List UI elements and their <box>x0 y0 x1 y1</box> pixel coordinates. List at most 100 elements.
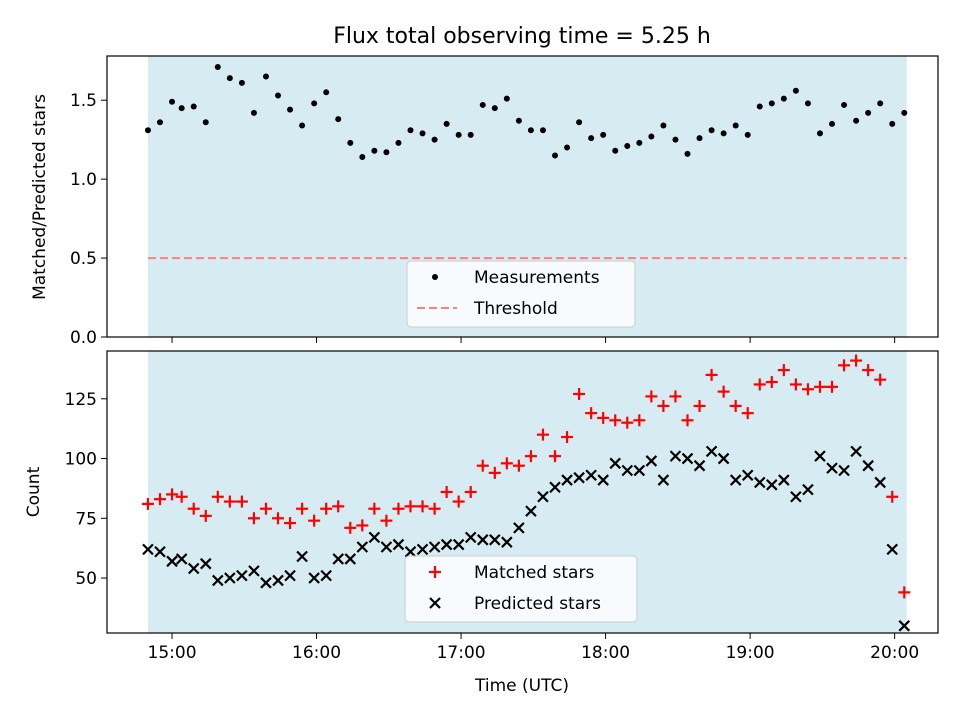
legend-predicted-marker <box>429 597 441 609</box>
matched-star-point <box>488 466 501 479</box>
x-tick-label: 15:00 <box>148 643 197 663</box>
matched-star-point <box>633 414 646 427</box>
matched-star-point <box>512 459 525 472</box>
x-tick-label: 20:00 <box>870 643 919 663</box>
matched-star-point <box>898 586 911 599</box>
matched-star-point <box>621 416 634 429</box>
matched-star-point <box>141 497 154 510</box>
matched-star-point <box>153 493 166 506</box>
measurement-point <box>588 135 595 142</box>
predicted-star-point <box>621 464 634 477</box>
matched-star-point <box>585 407 598 420</box>
matched-star-point <box>368 502 381 515</box>
matched-star-point <box>838 359 851 372</box>
matched-star-point <box>850 354 863 367</box>
matched-star-point <box>561 431 574 444</box>
ratio-y-axis-label: Matched/Predicted stars <box>30 94 50 300</box>
measurement-point <box>901 109 908 116</box>
measurement-point <box>624 142 631 149</box>
measurement-point <box>214 64 221 71</box>
x-tick-label: 18:00 <box>581 643 630 663</box>
predicted-star-point <box>416 543 429 556</box>
measurement-point <box>648 133 655 140</box>
predicted-star-point <box>886 543 899 556</box>
measurement-point <box>564 144 571 151</box>
measurement-point <box>744 131 751 138</box>
matched-star-point <box>452 495 465 508</box>
measurement-point <box>720 130 727 137</box>
matched-star-point <box>729 399 742 412</box>
measurement-point <box>347 139 354 146</box>
predicted-star-point <box>501 536 513 548</box>
measurement-point <box>407 127 414 134</box>
predicted-star-point <box>729 474 742 486</box>
predicted-star-point <box>260 577 272 589</box>
measurement-point <box>552 152 559 159</box>
predicted-star-point <box>308 572 320 584</box>
matched-star-point <box>813 380 826 393</box>
predicted-star-point <box>741 469 754 482</box>
matched-star-point <box>211 490 224 503</box>
y-tick-label: 75 <box>75 509 97 529</box>
y-tick-label: 100 <box>65 450 97 470</box>
y-tick-label: 50 <box>75 569 97 589</box>
predicted-star-point <box>778 474 790 486</box>
predicted-star-point <box>717 452 730 465</box>
matched-star-point <box>536 428 549 441</box>
y-tick-label: 0.0 <box>70 328 97 348</box>
y-tick-label: 1.5 <box>70 91 97 111</box>
predicted-star-point <box>212 574 224 587</box>
predicted-star-point <box>838 464 850 477</box>
matched-star-point <box>476 459 489 472</box>
measurement-point <box>600 131 607 138</box>
measurement-point <box>672 136 679 143</box>
measurement-point <box>816 130 823 137</box>
matched-star-point <box>681 414 694 427</box>
matched-star-point <box>705 368 718 381</box>
predicted-star-point <box>826 462 838 474</box>
matched-star-point <box>166 488 179 501</box>
measurement-point <box>865 109 872 116</box>
measurement-point <box>515 117 522 124</box>
matched-star-point <box>308 514 321 527</box>
matched-star-point <box>440 486 453 498</box>
matched-star-point <box>175 490 188 503</box>
matched-star-point <box>645 390 658 403</box>
measurement-point <box>841 101 848 108</box>
measurement-point <box>287 106 294 113</box>
matched-star-point <box>416 500 429 513</box>
matched-star-point <box>874 373 887 386</box>
measurement-point <box>756 103 763 110</box>
matched-star-point <box>235 495 248 508</box>
predicted-star-point <box>790 491 802 503</box>
predicted-star-point <box>645 455 658 467</box>
measurement-point <box>169 98 176 105</box>
measurement-point <box>238 79 245 86</box>
predicted-star-point <box>669 450 682 462</box>
measurement-point <box>503 95 510 102</box>
matched-star-point <box>199 509 212 522</box>
predicted-star-point <box>814 450 826 462</box>
count-legend: Matched stars Predicted stars <box>404 555 638 623</box>
matched-star-point <box>657 399 670 412</box>
predicted-star-point <box>766 479 778 491</box>
measurement-point <box>829 120 836 127</box>
predicted-star-point <box>248 565 260 577</box>
predicted-star-point <box>142 543 154 556</box>
matched-star-point <box>332 500 345 513</box>
predicted-star-point <box>898 620 911 632</box>
predicted-star-point <box>380 541 393 553</box>
measurement-point <box>335 116 342 123</box>
measurement-point <box>708 127 715 134</box>
chart-title: Flux total observing time = 5.25 h <box>333 24 711 49</box>
predicted-star-point <box>154 545 166 558</box>
matched-star-point <box>223 495 236 508</box>
matched-star-point <box>693 399 706 412</box>
predicted-star-point <box>440 538 453 551</box>
legend-matched-marker <box>429 566 441 578</box>
predicted-star-point <box>753 476 766 489</box>
matched-star-point <box>789 378 802 391</box>
measurement-point <box>804 100 811 107</box>
predicted-star-point <box>633 464 646 477</box>
count-plot-frame <box>106 350 939 634</box>
